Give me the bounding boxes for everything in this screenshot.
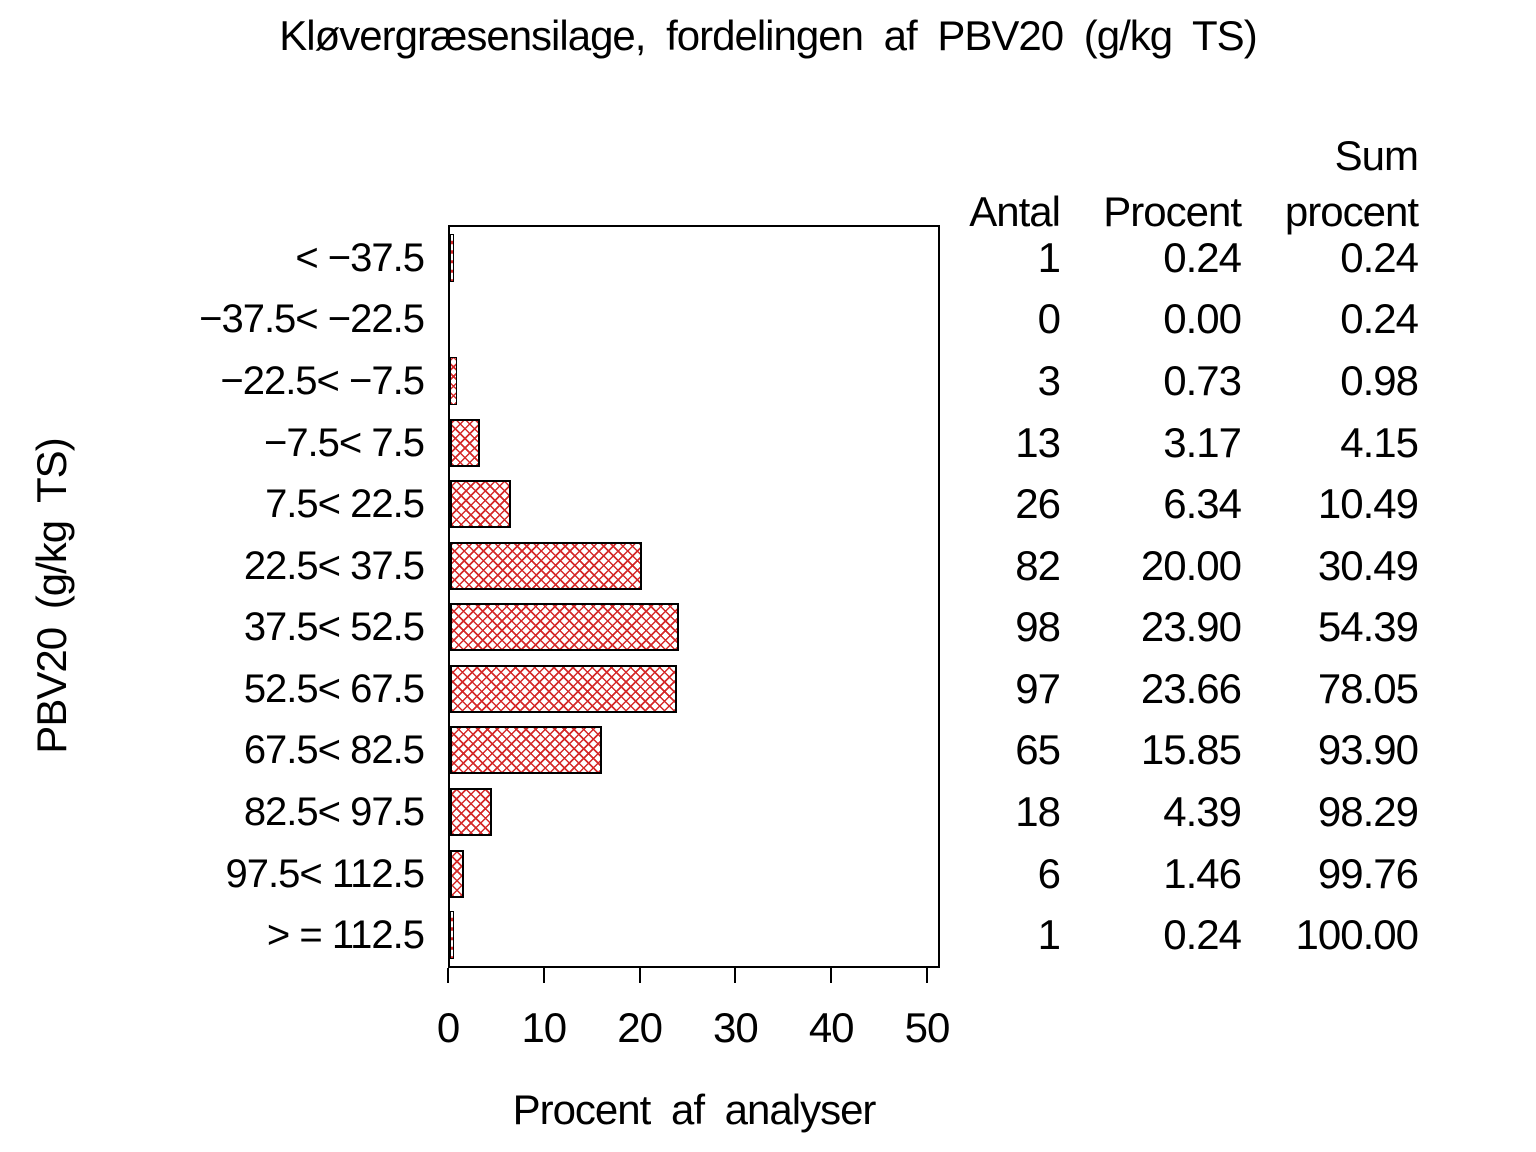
table-row-6: 98 23.90 54.39 [0,605,1536,649]
cell-sum-procent-6: 54.39 [1317,603,1419,651]
cell-procent-8: 15.85 [1140,726,1242,774]
category-label-11: > = 112.5 [266,913,425,958]
x-tick-10 [542,968,545,983]
category-label-7: 52.5< 67.5 [243,666,425,711]
x-tick-40 [830,968,833,983]
table-header-sum-line1: Sum [1334,132,1419,179]
bar-0 [450,233,454,282]
table-header-procent: Procent [1103,188,1242,235]
cell-antal-9: 18 [1015,788,1061,836]
chart-title: Kløvergræsensilage, fordelingen af PBV20… [279,12,1257,59]
category-label-5: 22.5< 37.5 [243,543,425,588]
bar-9 [450,788,493,837]
x-tick-20 [638,968,641,983]
cell-antal-1: 0 [1037,295,1061,343]
cell-antal-10: 6 [1037,849,1061,897]
cell-sum-procent-7: 78.05 [1317,664,1419,712]
cell-antal-4: 26 [1015,480,1061,528]
bar-8 [450,726,602,775]
cell-sum-procent-1: 0.24 [1340,295,1419,343]
table-row-0: 1 0.24 0.24 [0,233,1536,281]
category-label-1: −37.5< −22.5 [199,297,425,342]
cell-sum-procent-5: 30.49 [1317,541,1419,589]
category-label-9: 82.5< 97.5 [243,790,425,835]
cell-sum-procent-10: 99.76 [1317,849,1419,897]
bar-7 [450,664,677,713]
table-row-7: 97 23.66 78.05 [0,664,1536,712]
table-row-8: 65 15.85 93.90 [0,728,1536,772]
cell-procent-1: 0.00 [1163,295,1242,343]
x-tick-0 [447,968,449,983]
cell-procent-3: 3.17 [1163,418,1242,466]
table-header-sum-line2: procent [1284,188,1419,235]
cell-procent-4: 6.34 [1163,480,1242,528]
category-label-4: 7.5< 22.5 [265,482,425,527]
bar-2 [450,356,457,405]
plot-area [448,225,940,968]
table-row-4: 26 6.34 10.49 [0,482,1536,526]
table-row-2: 3 0.73 0.98 [0,356,1536,404]
cell-sum-procent-11: 100.00 [1295,911,1419,959]
cell-sum-procent-8: 93.90 [1317,726,1419,774]
cell-procent-6: 23.90 [1140,603,1242,651]
cell-antal-5: 82 [1015,541,1061,589]
table-row-1: 0 0.00 0.24 [0,297,1536,341]
cell-antal-2: 3 [1037,356,1061,404]
x-tick-label-20: 20 [617,1004,663,1051]
category-label-2: −22.5< −7.5 [220,358,425,403]
cell-procent-5: 20.00 [1140,541,1242,589]
cell-procent-7: 23.66 [1140,664,1242,712]
bar-4 [450,480,511,529]
cell-sum-procent-2: 0.98 [1340,356,1419,404]
category-label-10: 97.5< 112.5 [225,851,425,896]
cell-procent-2: 0.73 [1163,356,1242,404]
category-label-8: 67.5< 82.5 [243,728,425,773]
category-label-3: −7.5< 7.5 [263,420,425,465]
cell-antal-7: 97 [1015,664,1061,712]
x-axis-label: Procent af analyser [512,1086,877,1133]
bar-11 [450,911,454,960]
x-tick-label-30: 30 [713,1004,759,1051]
x-tick-30 [734,968,737,983]
bar-5 [450,541,642,590]
cell-antal-3: 13 [1015,418,1061,466]
table-row-9: 18 4.39 98.29 [0,790,1536,834]
cell-procent-9: 4.39 [1163,788,1242,836]
table-row-10: 6 1.46 99.76 [0,849,1536,897]
table-row-11: 1 0.24 100.00 [0,913,1536,957]
table-row-3: 13 3.17 4.15 [0,418,1536,466]
cell-antal-6: 98 [1015,603,1061,651]
category-label-0: < −37.5 [295,235,425,280]
x-tick-label-40: 40 [808,1004,855,1051]
x-tick-label-50: 50 [904,1004,951,1051]
x-tick-50 [926,968,928,983]
bar-3 [450,418,481,467]
cell-antal-11: 1 [1037,911,1061,959]
bar-10 [450,849,464,898]
cell-procent-0: 0.24 [1163,233,1242,281]
cell-sum-procent-3: 4.15 [1340,418,1419,466]
cell-antal-8: 65 [1015,726,1061,774]
cell-antal-0: 1 [1037,233,1061,281]
cell-sum-procent-9: 98.29 [1317,788,1419,836]
cell-procent-11: 0.24 [1163,911,1242,959]
table-header-antal: Antal [969,188,1061,235]
x-tick-label-10: 10 [521,1004,567,1051]
cell-procent-10: 1.46 [1163,849,1242,897]
cell-sum-procent-4: 10.49 [1317,480,1419,528]
category-label-6: 37.5< 52.5 [243,605,425,650]
bar-6 [450,603,679,652]
x-tick-label-0: 0 [436,1004,460,1051]
table-row-5: 82 20.00 30.49 [0,541,1536,589]
cell-sum-procent-0: 0.24 [1340,233,1419,281]
